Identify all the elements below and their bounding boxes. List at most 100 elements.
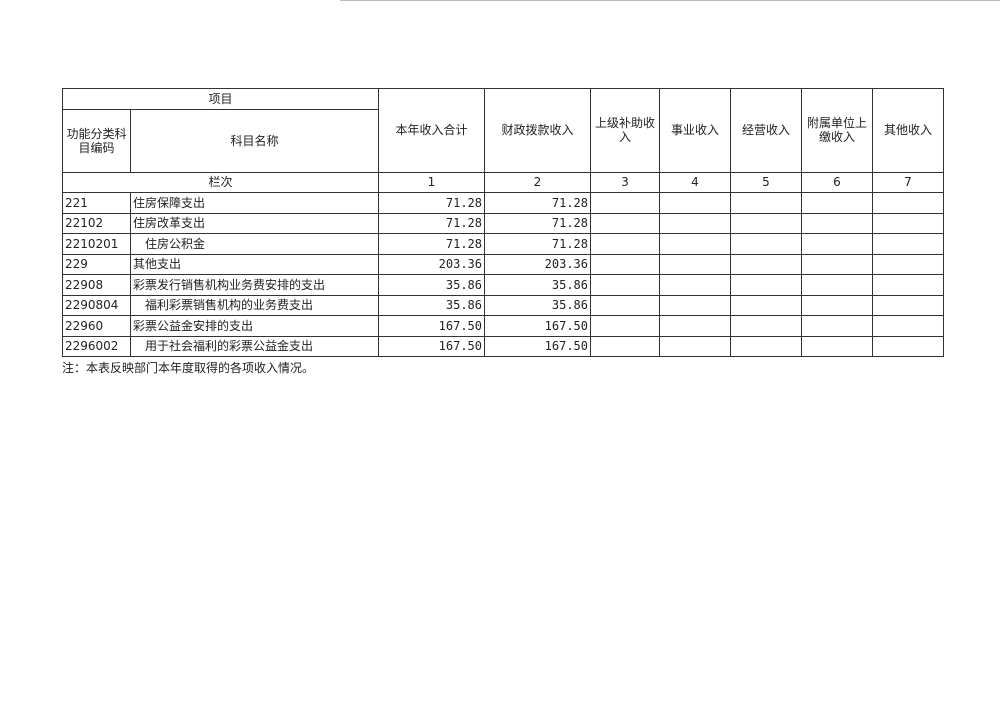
cell-empty [590, 253, 660, 275]
table-note: 注：本表反映部门本年度取得的各项收入情况。 [62, 361, 315, 375]
cell-fiscal: 71.28 [484, 192, 591, 214]
header-name: 科目名称 [130, 108, 379, 173]
cell-empty [659, 233, 731, 255]
cell-code: 2290804 [62, 294, 131, 316]
cell-empty [590, 212, 660, 234]
cell-empty [659, 294, 731, 316]
cell-total: 35.86 [378, 274, 485, 296]
cell-total: 167.50 [378, 335, 485, 357]
cell-empty [801, 335, 873, 357]
cell-empty [730, 294, 802, 316]
cell-empty [801, 212, 873, 234]
col-number: 3 [590, 171, 660, 193]
cell-empty [872, 233, 944, 255]
cell-total: 35.86 [378, 294, 485, 316]
cell-empty [730, 253, 802, 275]
table-row: 2290804 福利彩票销售机构的业务费支出 35.86 35.86 [62, 294, 944, 316]
cell-total: 71.28 [378, 233, 485, 255]
cell-empty [659, 212, 731, 234]
cell-empty [730, 233, 802, 255]
cell-empty [590, 192, 660, 214]
col-number: 7 [872, 171, 944, 193]
cell-empty [659, 335, 731, 357]
cell-empty [590, 315, 660, 337]
row-index-label: 栏次 [62, 171, 379, 193]
header-col-1: 本年收入合计 [378, 88, 485, 173]
cell-name: 福利彩票销售机构的业务费支出 [130, 294, 379, 316]
cell-empty [872, 253, 944, 275]
cell-empty [730, 335, 802, 357]
cell-name: 其他支出 [130, 253, 379, 275]
cell-code: 22908 [62, 274, 131, 296]
cell-empty [659, 274, 731, 296]
table-row: 22102 住房改革支出 71.28 71.28 [62, 212, 944, 234]
cell-empty [801, 274, 873, 296]
header-col-6: 附属单位上缴收入 [801, 88, 873, 173]
cell-empty [872, 315, 944, 337]
cell-empty [872, 212, 944, 234]
cell-empty [730, 212, 802, 234]
cell-empty [659, 253, 731, 275]
cell-fiscal: 167.50 [484, 315, 591, 337]
cell-fiscal: 167.50 [484, 335, 591, 357]
cell-name: 住房保障支出 [130, 192, 379, 214]
cell-empty [801, 253, 873, 275]
cell-code: 22960 [62, 315, 131, 337]
cell-empty [872, 274, 944, 296]
cell-code: 2210201 [62, 233, 131, 255]
header-project: 项目 [62, 88, 379, 110]
cell-name: 彩票公益金安排的支出 [130, 315, 379, 337]
cell-empty [801, 192, 873, 214]
income-table: 项目 本年收入合计 财政拨款收入 上级补助收入 事业收入 经营收入 附属单位上缴… [62, 88, 944, 357]
cell-total: 71.28 [378, 212, 485, 234]
col-number: 5 [730, 171, 802, 193]
cell-code: 221 [62, 192, 131, 214]
cell-fiscal: 35.86 [484, 294, 591, 316]
cell-name: 用于社会福利的彩票公益金支出 [130, 335, 379, 357]
cell-empty [801, 233, 873, 255]
cell-fiscal: 71.28 [484, 212, 591, 234]
cell-fiscal: 203.36 [484, 253, 591, 275]
cell-empty [730, 315, 802, 337]
cell-empty [801, 294, 873, 316]
cell-empty [730, 274, 802, 296]
cell-name: 彩票发行销售机构业务费安排的支出 [130, 274, 379, 296]
header-col-4: 事业收入 [659, 88, 731, 173]
col-number: 6 [801, 171, 873, 193]
header-col-2: 财政拨款收入 [484, 88, 591, 173]
col-number: 2 [484, 171, 591, 193]
table-row: 2296002 用于社会福利的彩票公益金支出 167.50 167.50 [62, 335, 944, 357]
table-row: 229 其他支出 203.36 203.36 [62, 253, 944, 275]
cell-name: 住房改革支出 [130, 212, 379, 234]
cell-empty [872, 335, 944, 357]
header-code: 功能分类科目编码 [62, 108, 131, 173]
scan-edge [340, 0, 1000, 1]
cell-empty [659, 315, 731, 337]
cell-fiscal: 35.86 [484, 274, 591, 296]
cell-empty [872, 294, 944, 316]
col-number: 1 [378, 171, 485, 193]
table-row: 22908 彩票发行销售机构业务费安排的支出 35.86 35.86 [62, 274, 944, 296]
table-row: 2210201 住房公积金 71.28 71.28 [62, 233, 944, 255]
cell-total: 167.50 [378, 315, 485, 337]
cell-empty [590, 335, 660, 357]
cell-fiscal: 71.28 [484, 233, 591, 255]
cell-empty [590, 274, 660, 296]
cell-name: 住房公积金 [130, 233, 379, 255]
cell-code: 2296002 [62, 335, 131, 357]
table-row: 221 住房保障支出 71.28 71.28 [62, 192, 944, 214]
cell-empty [801, 315, 873, 337]
header-col-5: 经营收入 [730, 88, 802, 173]
cell-total: 203.36 [378, 253, 485, 275]
table-row: 22960 彩票公益金安排的支出 167.50 167.50 [62, 315, 944, 337]
cell-empty [590, 294, 660, 316]
header-col-7: 其他收入 [872, 88, 944, 173]
cell-empty [872, 192, 944, 214]
cell-code: 22102 [62, 212, 131, 234]
cell-total: 71.28 [378, 192, 485, 214]
header-col-3: 上级补助收入 [590, 88, 660, 173]
cell-empty [590, 233, 660, 255]
cell-empty [730, 192, 802, 214]
col-number: 4 [659, 171, 731, 193]
cell-code: 229 [62, 253, 131, 275]
